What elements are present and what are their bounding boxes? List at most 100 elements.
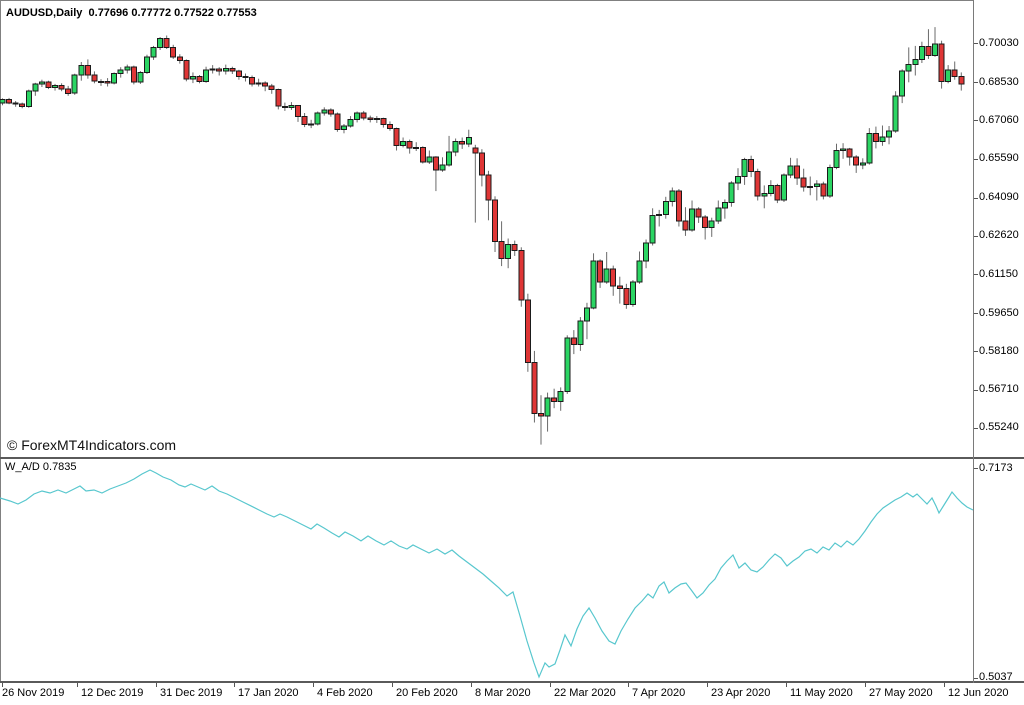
candle-body-down (492, 199, 498, 243)
date-axis-label: 12 Jun 2020 (948, 687, 1009, 699)
candle-body-up (813, 183, 820, 187)
price-axis-label: 0.55240 (979, 421, 1019, 434)
candle-body-up (117, 69, 124, 75)
candle-body-down (45, 81, 52, 88)
candle-body-up (314, 112, 321, 125)
date-axis-tick (313, 683, 314, 687)
candle-body-up (347, 118, 354, 127)
price-axis-tick (974, 158, 978, 160)
price-axis-label: 0.62620 (979, 229, 1019, 242)
date-axis-label: 31 Dec 2019 (160, 687, 223, 699)
candle-body-down (459, 140, 466, 145)
candle-body-up (761, 193, 768, 197)
candle-body-down (65, 88, 72, 94)
price-axis-tick (974, 43, 978, 44)
price-axis-label: 0.58180 (979, 344, 1019, 357)
price-axis-tick (974, 82, 978, 84)
price-axis-tick (974, 235, 978, 237)
date-axis-label: 7 Apr 2020 (632, 687, 686, 699)
candle-body-up (189, 75, 196, 80)
wad-indicator-line (0, 469, 974, 679)
candle-body-down (938, 43, 945, 82)
candle-body-up (584, 307, 590, 322)
candle-body-up (354, 112, 361, 120)
candle-body-up (932, 43, 938, 56)
candle-body-down (196, 75, 203, 83)
candle-body-down (98, 80, 104, 83)
pane-separator[interactable] (0, 457, 1024, 459)
candle-body-down (432, 156, 439, 171)
candle-body-down (406, 140, 413, 149)
candle-body-up (636, 260, 643, 283)
date-axis-label: 22 Mar 2020 (554, 687, 616, 699)
candle-body-down (176, 56, 183, 62)
candle-body-up (603, 268, 610, 283)
candle-body-down (104, 81, 111, 84)
date-axis-label: 20 Feb 2020 (396, 687, 458, 699)
candle-body-up (656, 213, 663, 217)
candlestick-chart[interactable] (0, 0, 974, 458)
candle-body-up (52, 84, 58, 89)
date-axis-label: 27 May 2020 (869, 687, 933, 699)
candle-body-up (400, 140, 407, 146)
candle-body-up (662, 200, 669, 215)
candle-body-up (446, 151, 453, 166)
candle-body-down (268, 85, 275, 90)
price-axis-tick (974, 427, 978, 429)
indicator-axis-tick (974, 677, 978, 679)
candle-body-down (472, 147, 479, 154)
candle-body-down (130, 66, 137, 83)
candle-body-down (380, 118, 387, 125)
candle-body-down (702, 216, 709, 228)
price-axis-label: 0.67060 (979, 113, 1019, 126)
candle-body-down (682, 220, 689, 231)
date-axis-label: 4 Feb 2020 (317, 687, 373, 699)
candle-body-up (222, 68, 229, 72)
candle-body-up (715, 207, 722, 222)
candle-body-down (616, 285, 623, 289)
date-axis-tick (471, 683, 472, 687)
candle-body-down (170, 47, 177, 58)
candle-body-up (767, 185, 774, 194)
candle-body-up (728, 182, 735, 203)
wad-indicator-chart[interactable] (0, 459, 974, 682)
candle-body-down (478, 152, 485, 176)
candle-body-down (367, 117, 374, 120)
chart-frame-left-border (0, 0, 1, 683)
candle-body-down (262, 82, 269, 87)
date-axis-tick (392, 683, 393, 687)
candle-body-down (419, 146, 426, 163)
candle-body-down (393, 127, 400, 146)
indicator-axis-label: 0.5037 (979, 671, 1013, 684)
candle-body-down (235, 70, 242, 77)
candle-body-down (925, 45, 932, 57)
candle-body-down (229, 68, 236, 72)
candle-body-up (649, 215, 656, 244)
indicator-name-label: W_A/D 0.7835 (5, 461, 77, 473)
candle-body-down (163, 37, 170, 49)
date-axis-label: 11 May 2020 (790, 687, 853, 699)
candle-body-up (71, 74, 78, 94)
candle-body-down (12, 102, 19, 105)
candle-body-down (334, 113, 341, 131)
candle-body-down (570, 337, 577, 345)
indicator-axis-tick (974, 468, 978, 469)
date-axis-tick (77, 683, 78, 687)
candle-body-up (32, 83, 39, 92)
candle-body-down (498, 241, 505, 260)
candle-body-up (452, 140, 459, 153)
chart-frame-top-border (0, 0, 974, 1)
candle-body-up (25, 90, 32, 107)
date-axis-tick (707, 683, 708, 687)
candle-body-down (958, 75, 965, 85)
candle-body-up (886, 130, 892, 138)
candle-body-up (564, 337, 571, 392)
candle-body-up (735, 176, 741, 184)
price-axis-label: 0.61150 (979, 267, 1018, 280)
date-axis-tick (865, 683, 866, 687)
date-axis-tick (156, 683, 157, 687)
date-axis-tick (944, 683, 945, 687)
candle-body-down (360, 112, 367, 119)
candle-body-up (669, 190, 676, 202)
